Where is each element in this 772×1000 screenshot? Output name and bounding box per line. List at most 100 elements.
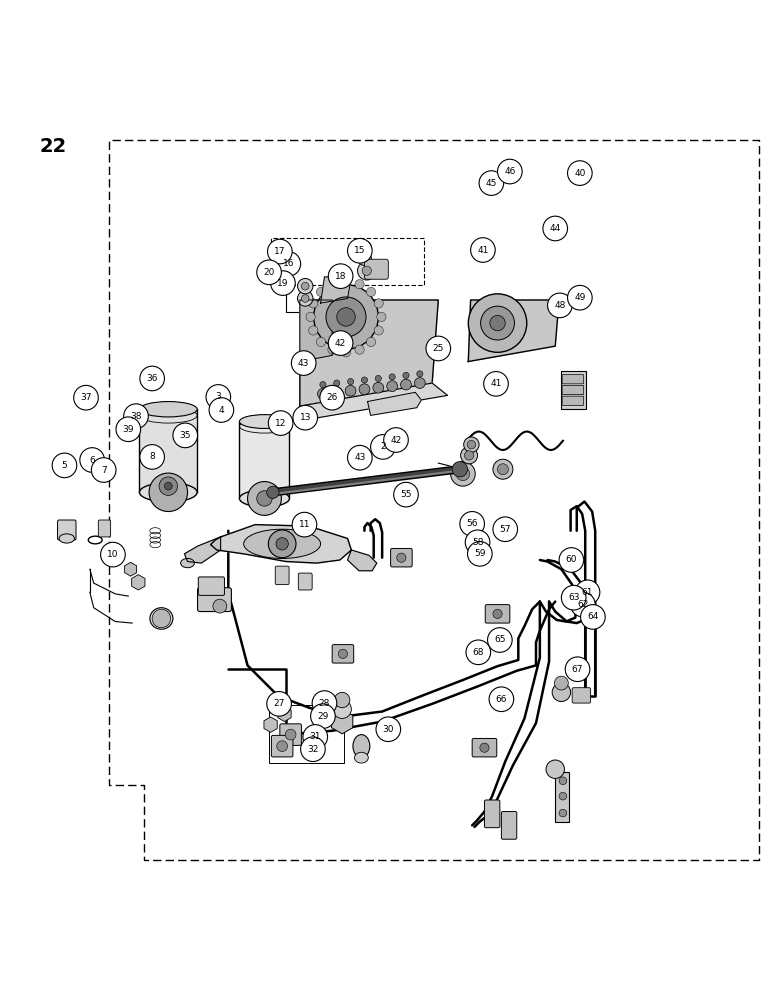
FancyBboxPatch shape: [272, 735, 293, 757]
Text: 5: 5: [62, 461, 67, 470]
Text: 30: 30: [383, 725, 394, 734]
Circle shape: [328, 264, 353, 288]
Circle shape: [397, 553, 406, 562]
Polygon shape: [300, 383, 448, 418]
Circle shape: [276, 252, 300, 276]
Circle shape: [389, 374, 395, 380]
Text: 10: 10: [107, 550, 119, 559]
Ellipse shape: [239, 415, 290, 428]
Text: 59: 59: [474, 549, 486, 558]
FancyBboxPatch shape: [140, 409, 197, 492]
Circle shape: [543, 216, 567, 241]
Text: 16: 16: [283, 259, 294, 268]
Circle shape: [292, 512, 317, 537]
Circle shape: [173, 423, 198, 448]
Text: 63: 63: [568, 593, 580, 602]
Circle shape: [466, 640, 491, 665]
FancyBboxPatch shape: [364, 259, 388, 279]
FancyBboxPatch shape: [332, 645, 354, 663]
Circle shape: [394, 482, 418, 507]
Circle shape: [248, 482, 281, 515]
Circle shape: [371, 435, 395, 459]
Ellipse shape: [181, 558, 195, 568]
Circle shape: [293, 405, 317, 430]
Circle shape: [361, 377, 367, 383]
Text: 7: 7: [101, 466, 107, 475]
Circle shape: [401, 379, 411, 390]
Circle shape: [320, 382, 326, 388]
Circle shape: [159, 477, 178, 495]
Text: 6: 6: [90, 456, 95, 465]
Polygon shape: [347, 550, 377, 571]
Circle shape: [559, 548, 584, 572]
Ellipse shape: [140, 402, 197, 417]
FancyBboxPatch shape: [472, 738, 496, 757]
Text: 44: 44: [550, 224, 560, 233]
Circle shape: [140, 445, 164, 469]
Text: 56: 56: [466, 519, 478, 528]
Circle shape: [373, 382, 384, 393]
Circle shape: [355, 345, 364, 354]
Ellipse shape: [150, 608, 173, 629]
Text: 58: 58: [472, 538, 483, 547]
FancyBboxPatch shape: [572, 688, 591, 703]
Circle shape: [140, 366, 164, 391]
FancyBboxPatch shape: [391, 548, 412, 567]
Text: 20: 20: [263, 268, 275, 277]
Circle shape: [552, 683, 571, 702]
Circle shape: [361, 255, 368, 262]
Text: 2: 2: [380, 442, 386, 451]
Circle shape: [357, 262, 376, 280]
Circle shape: [291, 351, 316, 375]
Text: 66: 66: [496, 695, 507, 704]
Circle shape: [152, 609, 171, 628]
Circle shape: [581, 605, 605, 629]
Circle shape: [341, 348, 350, 357]
Circle shape: [334, 692, 350, 708]
Circle shape: [415, 378, 425, 388]
Ellipse shape: [244, 529, 320, 558]
Polygon shape: [469, 300, 559, 362]
FancyBboxPatch shape: [561, 371, 586, 409]
Text: 40: 40: [574, 169, 585, 178]
Circle shape: [468, 542, 493, 566]
Circle shape: [331, 387, 342, 398]
Text: 42: 42: [391, 436, 401, 445]
Circle shape: [333, 700, 351, 718]
Circle shape: [367, 337, 376, 347]
Polygon shape: [320, 277, 351, 303]
Circle shape: [328, 345, 337, 354]
Text: 43: 43: [354, 453, 365, 462]
Circle shape: [460, 512, 485, 536]
Circle shape: [466, 530, 490, 555]
Circle shape: [571, 592, 595, 617]
Circle shape: [268, 239, 292, 264]
Circle shape: [309, 326, 318, 335]
Text: 57: 57: [499, 525, 511, 534]
Circle shape: [417, 371, 423, 377]
FancyBboxPatch shape: [298, 573, 312, 590]
Circle shape: [309, 299, 318, 308]
Circle shape: [490, 315, 505, 331]
Ellipse shape: [353, 735, 370, 758]
Circle shape: [480, 743, 489, 752]
FancyBboxPatch shape: [279, 724, 301, 745]
Circle shape: [376, 717, 401, 742]
Circle shape: [303, 725, 327, 749]
Circle shape: [479, 171, 503, 195]
Circle shape: [359, 384, 370, 395]
Text: 41: 41: [490, 379, 502, 388]
Circle shape: [317, 337, 326, 347]
Text: 55: 55: [400, 490, 411, 499]
Circle shape: [471, 238, 495, 262]
Circle shape: [347, 378, 354, 385]
Polygon shape: [367, 392, 422, 415]
Circle shape: [461, 447, 478, 464]
Circle shape: [456, 467, 469, 481]
Circle shape: [267, 486, 279, 498]
Polygon shape: [300, 300, 438, 406]
Circle shape: [387, 381, 398, 392]
FancyBboxPatch shape: [555, 772, 569, 822]
Circle shape: [310, 704, 335, 728]
Circle shape: [403, 372, 409, 378]
